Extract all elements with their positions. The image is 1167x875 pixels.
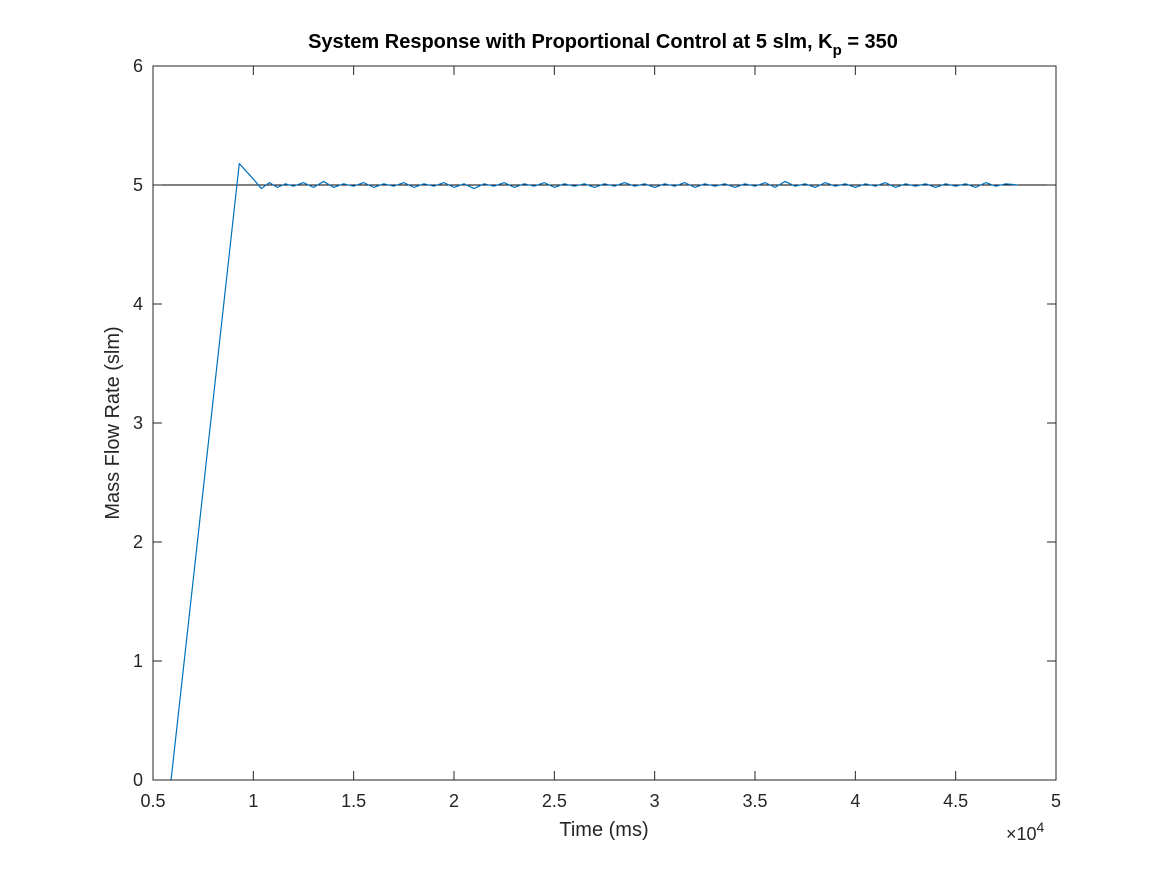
x-tick-label: 4 [850,791,860,811]
chart-title-subscript: p [833,42,842,59]
x-exponent-base: ×10 [1006,824,1037,844]
x-tick-label: 2.5 [542,791,567,811]
plot-area [153,66,1056,780]
x-tick-label: 3 [650,791,660,811]
y-tick-label: 3 [133,413,143,433]
x-axis-label: Time (ms) [559,819,648,841]
y-tick-label: 6 [133,56,143,76]
x-tick-label: 5 [1051,791,1061,811]
chart-title-suffix: = 350 [842,31,898,53]
x-tick-label: 4.5 [943,791,968,811]
x-tick-label: 2 [449,791,459,811]
x-exponent-power: 4 [1037,819,1045,835]
chart-title-main: System Response with Proportional Contro… [308,31,833,53]
x-tick-label: 0.5 [140,791,165,811]
y-ticks: 0 1 2 3 4 5 6 [133,56,1056,790]
x-ticks: 0.5 1 1.5 2 2.5 3 3.5 4 4.5 5 [140,66,1061,811]
y-tick-label: 5 [133,175,143,195]
y-tick-label: 4 [133,294,143,314]
x-exponent-label: ×104 [1006,819,1045,844]
series-line [170,162,1018,781]
y-axis-label: Mass Flow Rate (slm) [102,326,124,519]
x-tick-label: 1 [248,791,258,811]
y-tick-label: 2 [133,532,143,552]
y-tick-label: 1 [133,651,143,671]
y-tick-label: 0 [133,770,143,790]
chart-title: System Response with Proportional Contro… [308,31,898,59]
x-tick-label: 1.5 [341,791,366,811]
x-tick-label: 3.5 [742,791,767,811]
